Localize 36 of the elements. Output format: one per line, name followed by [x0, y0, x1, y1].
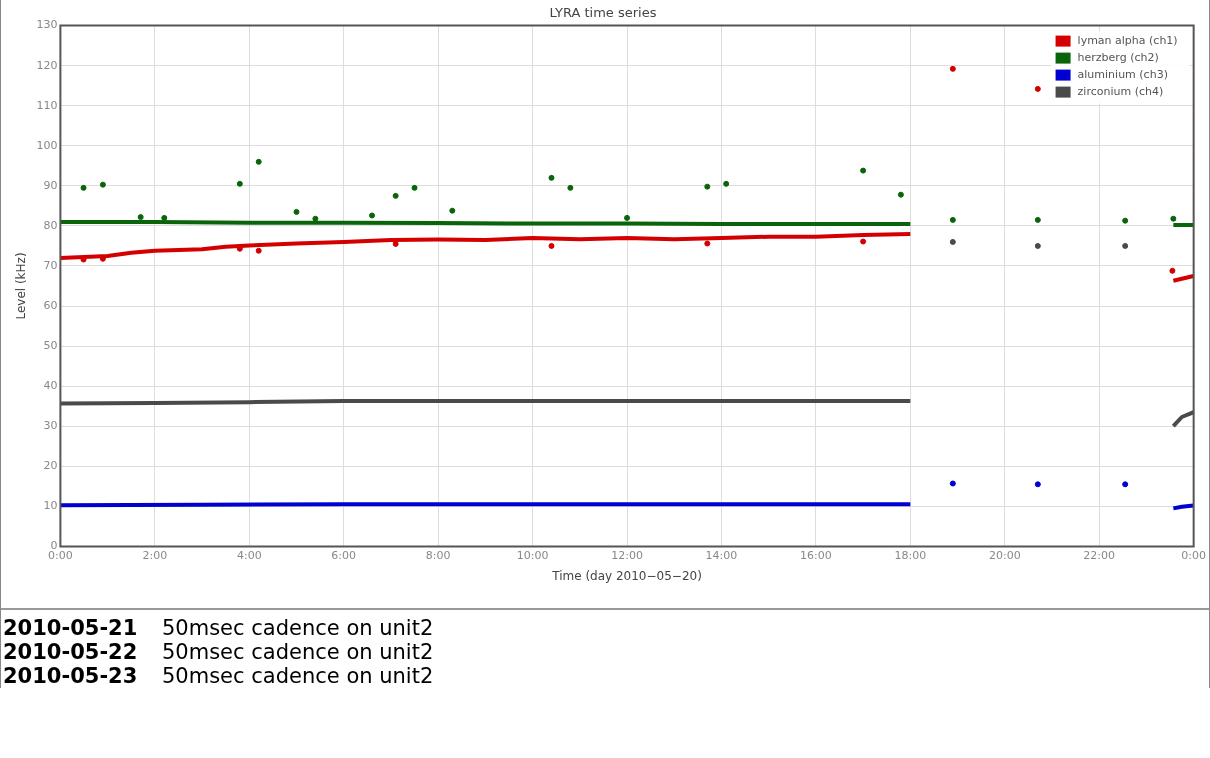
y-tick-label: 100: [36, 138, 58, 152]
x-tick-label: 12:00: [611, 548, 643, 562]
y-tick-label: 70: [43, 258, 58, 272]
legend-label: zirconium (ch4): [1077, 85, 1164, 99]
y-axis-title: Level (kHz): [14, 252, 29, 320]
x-tick-label: 14:00: [705, 548, 738, 562]
y-tick-label: 90: [43, 178, 58, 192]
legend-label: lyman alpha (ch1): [1077, 34, 1178, 48]
y-tick-label: 110: [36, 98, 58, 112]
y-tick-label: 60: [43, 298, 58, 312]
x-tick-label: 16:00: [800, 548, 832, 562]
x-tick-label: 0:00: [48, 548, 73, 562]
x-tick-label: 22:00: [1083, 548, 1116, 562]
y-tick-label: 20: [43, 459, 58, 473]
x-tick-label: 6:00: [331, 548, 357, 562]
x-tick-label: 0:00: [1181, 548, 1206, 562]
y-tick-label: 120: [36, 58, 58, 72]
y-tick-label: 50: [43, 338, 58, 352]
y-tick-label: 80: [43, 218, 58, 232]
chart-title: LYRA time series: [549, 5, 657, 21]
y-tick-label: 10: [43, 499, 58, 513]
text: 2010-05-22 50msec cadence on unit2: [3, 640, 435, 664]
x-tick-label: 18:00: [894, 548, 927, 562]
y-tick-label: 40: [43, 379, 58, 393]
y-tick-label: 30: [43, 419, 58, 433]
x-tick-label: 2:00: [142, 548, 168, 562]
x-axis-title: Time (day 2010−05−20): [551, 568, 702, 583]
y-tick-label: 130: [36, 18, 58, 32]
x-tick-label: 20:00: [988, 548, 1021, 562]
legend-label: aluminium (ch3): [1077, 68, 1168, 82]
x-tick-label: 10:00: [516, 548, 549, 562]
x-tick-label: 4:00: [236, 548, 262, 562]
legend-label: herzberg (ch2): [1077, 51, 1159, 65]
text: 2010-05-21 50msec cadence on unit2: [3, 616, 435, 640]
x-tick-label: 8:00: [425, 548, 451, 562]
text: 2010-05-23 50msec cadence on unit2: [3, 664, 435, 688]
